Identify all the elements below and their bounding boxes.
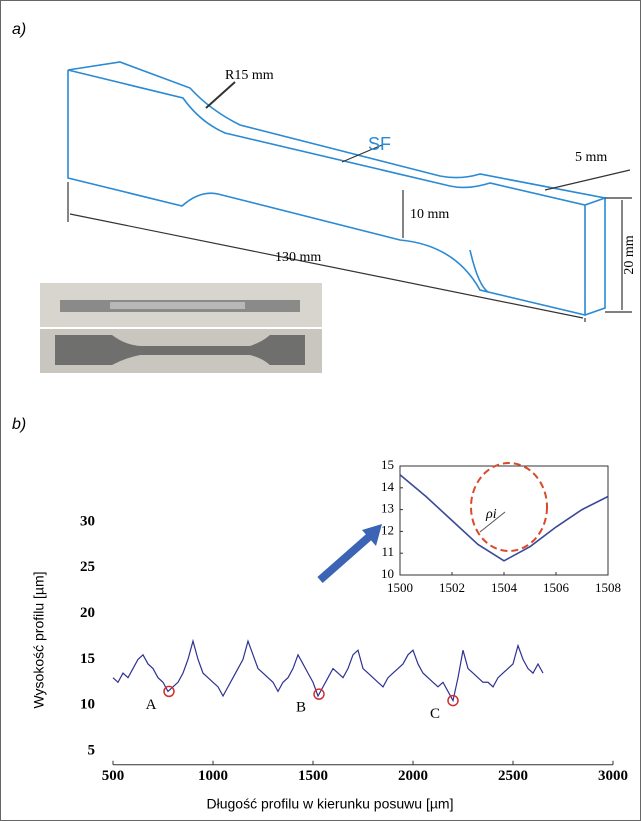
radius-label: ρi: [485, 507, 497, 522]
point-label: C: [430, 706, 440, 722]
neck-width-label: 10 mm: [410, 207, 449, 222]
inset-x-tick-label: 1508: [595, 580, 621, 595]
x-axis-label: Długość profilu w kierunku posuwu [µm]: [207, 796, 454, 812]
y-tick-label: 30: [80, 513, 95, 529]
end-face: [584, 198, 606, 316]
profile-line: [112, 638, 544, 703]
y-axis-label: Wysokość profilu [µm]: [31, 571, 47, 708]
inset-x-tick-label: 1506: [543, 580, 570, 595]
inset-y-tick-label: 15: [381, 457, 394, 472]
panel-label: b): [12, 416, 26, 433]
y-tick-label: 15: [80, 651, 95, 667]
point-label: B: [296, 700, 306, 716]
chart: 500 1000 1500 2000 2500 3000 5 10 15 20 25 30 Długoś…: [31, 457, 628, 812]
y-tick-label: 5: [88, 742, 96, 758]
point-marker: [163, 685, 175, 698]
inset-y-tick-label: 10: [381, 566, 394, 581]
radius-line: [479, 511, 506, 533]
x-tick-label: 3000: [598, 768, 628, 784]
inset-y-tick-label: 12: [381, 522, 394, 537]
surface-label: SF: [368, 134, 391, 154]
dimensions: [67, 81, 632, 322]
x-tick-label: 1500: [298, 768, 328, 784]
thickness-label: 5 mm: [575, 150, 607, 165]
y-tick-label: 25: [80, 559, 95, 575]
fillet: [469, 249, 489, 293]
x-tick-label: 500: [102, 768, 125, 784]
inset-x-tick-label: 1502: [439, 580, 465, 595]
point-marker: [447, 694, 459, 707]
curvature-circle: [470, 462, 548, 552]
y-tick-label: 20: [80, 605, 95, 621]
x-tick-label: 2000: [398, 768, 428, 784]
front-face: [67, 70, 586, 317]
y-tick-label: 10: [80, 697, 95, 713]
inset-y-tick-label: 14: [381, 479, 395, 494]
point-label: A: [146, 697, 157, 713]
photo: [40, 283, 322, 373]
inset-x-tick-label: 1500: [387, 580, 413, 595]
inset-y-tick-label: 11: [381, 544, 394, 559]
height-label: 20 mm: [622, 235, 637, 274]
panel-label: a): [12, 21, 26, 38]
inset-frame: [399, 465, 609, 576]
radius-label: R15 mm: [225, 68, 274, 83]
zoom-arrow: [317, 532, 373, 584]
inset-x-tick-label: 1504: [491, 580, 518, 595]
zoom-arrowhead: [362, 524, 382, 546]
length-label: 130 mm: [275, 250, 321, 265]
inset-y-tick-label: 13: [381, 501, 394, 516]
x-tick-label: 1000: [198, 768, 228, 784]
inset-line: [399, 474, 609, 562]
x-tick-label: 2500: [498, 768, 528, 784]
point-marker: [313, 688, 325, 700]
